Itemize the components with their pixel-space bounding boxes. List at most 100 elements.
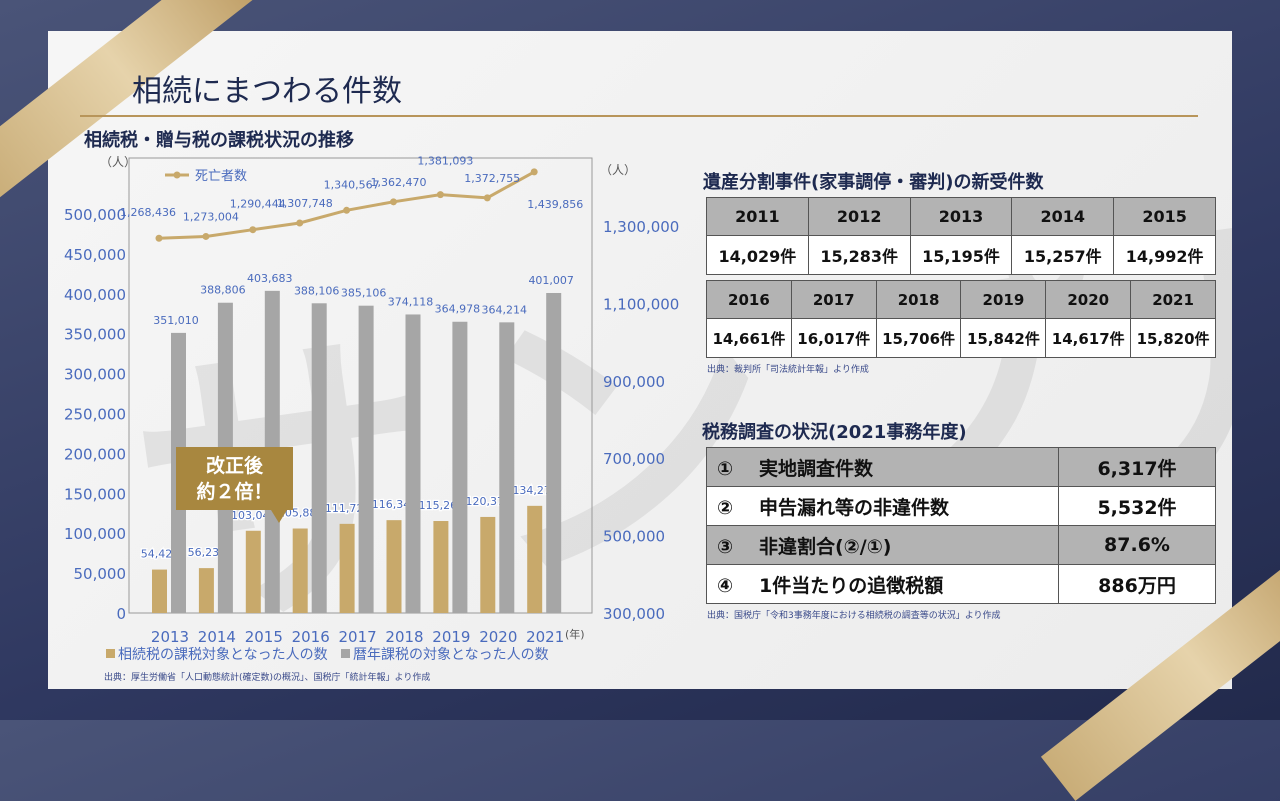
estate-table-2: 2016 2017 2018 2019 2020 2021 14,661件 16,017件 15…	[706, 280, 1216, 358]
y-left-tick-label: 100,000	[64, 525, 126, 543]
row-value: 87.6%	[1058, 525, 1216, 565]
callout-badge: 改正後 約２倍！	[176, 447, 293, 523]
audit-table: ① 実地調査件数 6,317件 ② 申告漏れ等の非違件数 5,532件 ③ 非違割合(②/①)…	[706, 447, 1216, 604]
data-label: 385,106	[341, 287, 387, 300]
table-cell: 14,617件	[1045, 318, 1132, 358]
table-cell: 14,992件	[1113, 235, 1216, 275]
data-label: 1,268,436	[120, 206, 176, 219]
line-point	[390, 198, 397, 206]
y-right-unit: （人）	[600, 163, 636, 177]
data-label: 1,307,748	[277, 197, 333, 210]
row-number: ①	[717, 457, 734, 480]
data-label: 351,010	[153, 314, 199, 327]
row-label: 申告漏れ等の非違件数	[759, 496, 950, 519]
bar-inheritance	[339, 523, 355, 613]
table-cell: 15,706件	[875, 318, 962, 358]
table-row: ③ 非違割合(②/①) 87.6%	[706, 525, 1216, 565]
data-label: 374,118	[388, 295, 434, 308]
y-left-tick-label: 300,000	[64, 366, 126, 384]
y-right-tick-label: 1,300,000	[603, 218, 679, 236]
x-tick-label: 2018	[385, 628, 423, 646]
title-divider	[80, 115, 1198, 117]
data-label: 1,362,470	[371, 176, 427, 189]
line-point	[483, 194, 491, 202]
data-label: 403,683	[247, 272, 293, 285]
x-tick-label: 2013	[151, 628, 189, 646]
table-cell: 15,283件	[807, 235, 911, 275]
y-left-tick-label: 500,000	[64, 206, 126, 224]
table-cell: 14,661件	[706, 318, 792, 358]
bar-inheritance	[527, 505, 543, 613]
y-left-tick-label: 400,000	[64, 286, 126, 304]
line-point	[202, 232, 210, 240]
bar-gift	[499, 322, 515, 613]
x-tick-label: 2020	[479, 628, 517, 646]
chart-title: 相続税・贈与税の課税状況の推移	[84, 130, 354, 151]
bar-inheritance	[245, 530, 261, 613]
audit-source: 出典：国税庁「令和3事務年度における相続税の調査等の状況」より作成	[707, 611, 1001, 621]
table-cell: 2011	[706, 197, 809, 236]
table-cell: 15,842件	[960, 318, 1047, 358]
table-cell: 2020	[1045, 280, 1132, 319]
legend-deaths: 死亡者数	[195, 169, 247, 184]
y-right-tick-label: 900,000	[603, 373, 665, 391]
x-tick-label: 2017	[339, 628, 377, 646]
table-cell: 2018	[875, 280, 962, 319]
data-label: 388,806	[200, 284, 246, 297]
legend-line-marker	[173, 171, 181, 179]
row-label: 実地調査件数	[759, 457, 874, 480]
line-point	[343, 206, 351, 214]
table-cell: 2016	[706, 280, 792, 319]
audit-title: 税務調査の状況(2021事務年度)	[702, 422, 967, 443]
table-cell: 2014	[1011, 197, 1115, 236]
table-row: ① 実地調査件数 6,317件	[706, 447, 1216, 487]
data-label: 54,421	[141, 548, 180, 561]
row-value: 5,532件	[1058, 486, 1216, 526]
estate-title: 遺産分割事件(家事調停・審判)の新受件数	[703, 172, 1044, 193]
data-label: 388,106	[294, 284, 340, 297]
row-label: 1件当たりの追徴税額	[759, 574, 944, 597]
callout-line2: 約２倍！	[196, 481, 273, 503]
legend-gift: 暦年課税の対象となった人の数	[353, 647, 549, 663]
data-label: 401,007	[528, 274, 574, 287]
bar-inheritance	[292, 528, 308, 613]
line-point	[530, 168, 538, 176]
row-number: ④	[717, 574, 734, 597]
bar-gift	[405, 314, 421, 613]
table-cell: 16,017件	[790, 318, 877, 358]
bar-gift	[452, 321, 468, 613]
legend-swatch	[106, 649, 115, 658]
x-tick-label: 2015	[245, 628, 283, 646]
row-value: 6,317件	[1058, 447, 1216, 487]
bar-inheritance	[480, 516, 496, 613]
bar-gift	[311, 303, 327, 613]
chart: 0 50,000 100,000 150,000 200,000 250,000 300,0…	[64, 155, 679, 663]
data-label: 364,214	[482, 303, 528, 316]
table-cell: 2012	[807, 197, 911, 236]
table-row: ② 申告漏れ等の非違件数 5,532件	[706, 486, 1216, 526]
bar-inheritance	[433, 521, 449, 613]
x-unit: (年)	[565, 627, 585, 641]
y-left-tick-label: 150,000	[64, 485, 126, 503]
bar-inheritance	[386, 520, 402, 613]
data-label: 1,372,755	[464, 172, 520, 185]
bar-gift	[358, 305, 374, 613]
data-label: 364,978	[435, 303, 481, 316]
data-label: 1,273,004	[183, 210, 239, 223]
line-point	[155, 234, 163, 242]
table-cell: 15,820件	[1130, 318, 1216, 358]
table-cell: 2017	[790, 280, 877, 319]
table-cell: 2013	[909, 197, 1013, 236]
table-cell: 14,029件	[706, 235, 809, 275]
x-tick-label: 2014	[198, 628, 236, 646]
page-title: 相続にまつわる件数	[132, 74, 402, 109]
y-right-tick-label: 700,000	[603, 450, 665, 468]
data-label: 1,381,093	[417, 155, 473, 168]
y-left-tick-label: 50,000	[74, 565, 127, 583]
y-left-tick-label: 250,000	[64, 406, 126, 424]
bar-inheritance	[152, 569, 167, 613]
line-point	[436, 191, 444, 199]
y-left-tick-label: 0	[116, 605, 126, 623]
data-label: 1,340,567	[324, 178, 380, 191]
line-point	[296, 219, 304, 227]
